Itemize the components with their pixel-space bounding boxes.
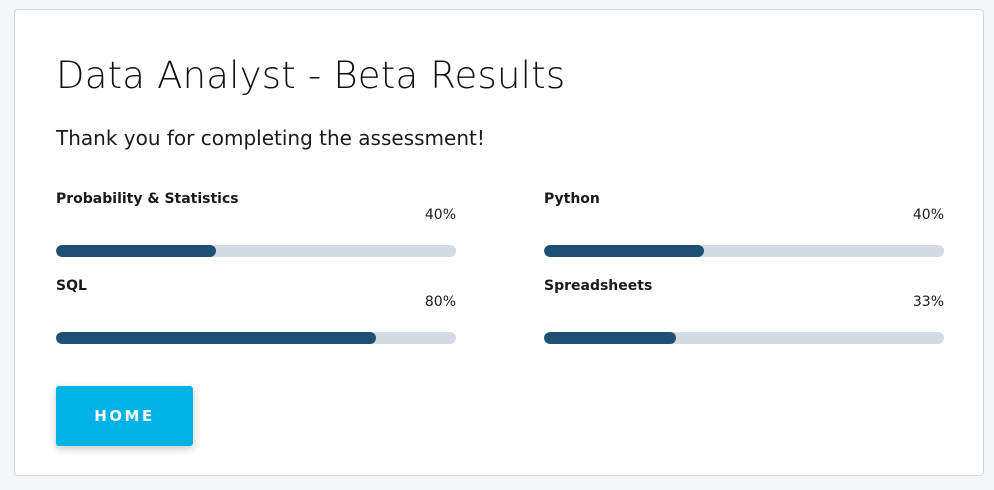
progress-track <box>544 245 944 257</box>
page-subtitle: Thank you for completing the assessment! <box>56 126 485 150</box>
results-card: Data Analyst - Beta Results Thank you fo… <box>14 9 984 476</box>
home-button[interactable]: HOME <box>56 386 193 446</box>
skill-probability-statistics: Probability & Statistics 40% <box>56 191 456 271</box>
progress-track <box>544 332 944 344</box>
skill-python: Python 40% <box>544 191 944 271</box>
skill-percent: 33% <box>912 294 944 310</box>
progress-fill <box>544 332 676 344</box>
skill-name: SQL <box>56 278 87 294</box>
skill-percent: 40% <box>912 207 944 223</box>
progress-fill <box>544 245 704 257</box>
skill-name: Spreadsheets <box>544 278 653 294</box>
skill-percent: 80% <box>424 294 456 310</box>
skill-spreadsheets: Spreadsheets 33% <box>544 278 944 358</box>
skill-name: Probability & Statistics <box>56 191 239 207</box>
skill-name: Python <box>544 191 600 207</box>
skill-sql: SQL 80% <box>56 278 456 358</box>
progress-fill <box>56 245 216 257</box>
skill-percent: 40% <box>424 207 456 223</box>
page-title: Data Analyst - Beta Results <box>56 54 566 97</box>
progress-track <box>56 332 456 344</box>
progress-track <box>56 245 456 257</box>
progress-fill <box>56 332 376 344</box>
